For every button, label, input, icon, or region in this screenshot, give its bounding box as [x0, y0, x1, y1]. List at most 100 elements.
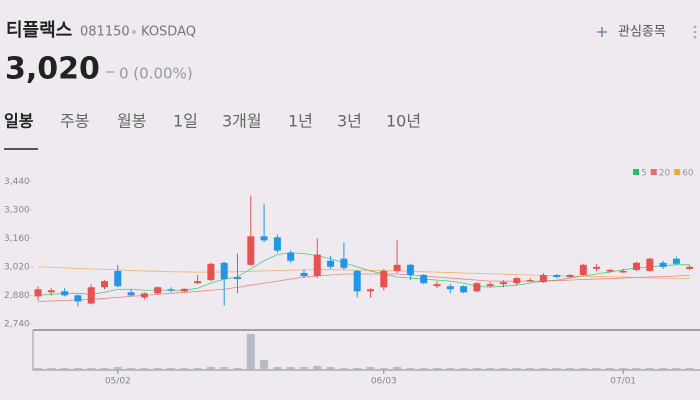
- candle-body: [87, 287, 95, 304]
- candle-body: [380, 270, 388, 288]
- volume-bar: [472, 368, 481, 370]
- legend-label: 20: [659, 169, 671, 179]
- volume-bar: [539, 368, 548, 370]
- stock-name: 티플랙스: [6, 20, 72, 41]
- candle-body: [566, 275, 574, 278]
- x-tick-label: 06/03: [371, 377, 397, 387]
- volume-bar: [206, 367, 215, 370]
- candle-body: [154, 287, 162, 294]
- volume-bar: [180, 368, 189, 370]
- candle-body: [194, 281, 202, 284]
- candle-body: [234, 277, 241, 280]
- candle-body: [61, 291, 69, 296]
- y-tick-label: 2,880: [4, 291, 30, 301]
- period-tab[interactable]: 3개월: [222, 112, 262, 131]
- volume-bar: [47, 368, 56, 370]
- candle-body: [393, 264, 401, 271]
- candle-body: [207, 263, 215, 281]
- candle-body: [367, 289, 374, 292]
- volume-bar: [486, 368, 495, 370]
- volume-bar: [406, 368, 415, 370]
- y-tick-label: 3,440: [4, 177, 30, 187]
- volume-bar: [220, 367, 229, 370]
- candle-body: [327, 260, 335, 267]
- candle-body: [300, 272, 308, 277]
- volume-bar: [393, 367, 402, 370]
- candle-body: [460, 286, 468, 293]
- volume-bar: [193, 368, 202, 370]
- volume-bar: [326, 367, 335, 370]
- volume-bar: [672, 368, 681, 370]
- legend-swatch: [633, 169, 639, 175]
- period-tab[interactable]: 1일: [173, 112, 198, 131]
- volume-bar: [605, 368, 614, 370]
- volume-bar: [260, 360, 269, 370]
- candle-body: [526, 280, 534, 282]
- volume-bar: [566, 368, 574, 370]
- price-change: 0 (0.00%): [119, 65, 193, 83]
- candle-body: [180, 288, 188, 292]
- volume-bar: [512, 368, 521, 370]
- candle-body: [220, 262, 228, 280]
- volume-bar: [632, 368, 641, 370]
- candle-body: [353, 270, 361, 292]
- legend-swatch: [650, 169, 657, 175]
- period-tab[interactable]: 일봉: [4, 112, 34, 131]
- period-tab[interactable]: 10년: [386, 112, 421, 131]
- volume-bar: [100, 368, 109, 370]
- candle-body: [287, 252, 295, 261]
- volume-bar: [127, 368, 136, 370]
- y-tick-label: 2,740: [4, 319, 30, 329]
- watch-label[interactable]: 관심종목: [618, 25, 666, 40]
- candle-body: [593, 266, 601, 269]
- candle-body: [473, 283, 481, 292]
- more-menu[interactable]: [693, 25, 697, 39]
- candle-body: [74, 295, 82, 302]
- candle-body: [539, 275, 547, 283]
- candle-body: [646, 258, 654, 271]
- candle-body: [633, 262, 640, 270]
- volume-bar: [34, 368, 42, 370]
- candle-body: [433, 284, 441, 287]
- candle-body: [686, 266, 694, 269]
- dot: [693, 25, 697, 29]
- candle-body: [659, 262, 667, 267]
- moving-average-line: [37, 266, 690, 280]
- period-tab[interactable]: 월봉: [117, 112, 146, 131]
- legend-label: 5: [641, 169, 647, 179]
- y-tick-label: 3,020: [4, 262, 30, 272]
- moving-average-line: [37, 273, 690, 302]
- candle-body: [273, 237, 281, 251]
- candle-body: [140, 293, 148, 298]
- volume-bar: [233, 368, 242, 370]
- candle-body: [406, 264, 414, 275]
- dot: [693, 35, 697, 39]
- candle-body: [247, 236, 255, 265]
- stock-market: KOSDAQ: [141, 25, 196, 40]
- volume-bar: [273, 367, 282, 370]
- candle-body: [606, 269, 614, 272]
- candle-body: [672, 258, 680, 264]
- volume-bar: [246, 334, 255, 370]
- volume-bar: [339, 368, 348, 370]
- dot: [693, 30, 697, 34]
- candlestick-chart: 3,440 3,300 3,160 3,020 2,880 2,740 5 20 60 05/02…: [4, 169, 700, 387]
- candle-body: [340, 258, 348, 268]
- y-tick-label: 3,300: [4, 205, 30, 215]
- volume-bar: [379, 368, 388, 370]
- candle-body: [167, 289, 175, 291]
- volume-bar: [499, 368, 508, 370]
- volume-bar: [140, 368, 149, 370]
- candle-body: [579, 264, 587, 275]
- period-tab[interactable]: 주봉: [60, 112, 89, 131]
- candle-body: [500, 282, 507, 285]
- watch-button[interactable]: 관심종목: [597, 25, 666, 40]
- period-tab[interactable]: 1년: [288, 112, 313, 131]
- period-tab[interactable]: 3년: [337, 112, 362, 131]
- separator-dot: [132, 30, 136, 34]
- legend-label: 60: [682, 169, 694, 179]
- volume-bar: [300, 367, 308, 370]
- legend-swatch: [674, 169, 681, 175]
- volume-bar: [645, 368, 654, 370]
- volume-bar: [167, 368, 175, 370]
